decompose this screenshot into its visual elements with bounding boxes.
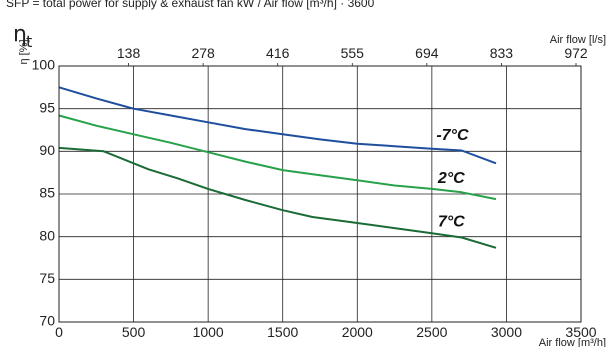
top-axis-label: Air flow [l/s]	[550, 34, 606, 46]
top-tick-label: 972	[564, 45, 588, 61]
y-symbol: η	[13, 22, 27, 47]
x-tick-label: 0	[55, 324, 63, 340]
series-line-1	[58, 114, 497, 201]
x-tick-label: 1000	[193, 324, 224, 340]
x-tick-label: 500	[122, 324, 146, 340]
y-tick-label: 90	[39, 142, 55, 158]
series-lines	[58, 86, 497, 249]
gridlines	[59, 63, 581, 323]
x-tick-label: 1500	[267, 324, 298, 340]
y-tick-label: 80	[39, 227, 55, 243]
x-axis-label: Air flow [m³/h]	[539, 337, 606, 347]
y-axis-label: η [%]	[18, 39, 30, 64]
y-tick-label: 100	[32, 57, 56, 73]
series-annotation: 7°C	[438, 213, 465, 230]
top-tick-label: 555	[341, 45, 365, 61]
x-tick-label: 2500	[416, 324, 447, 340]
series-line-0	[58, 86, 497, 165]
top-tick-label: 416	[266, 45, 290, 61]
series-line-2	[58, 146, 497, 249]
top-tick-label: 833	[490, 45, 514, 61]
x-tick-label: 3000	[491, 324, 522, 340]
top-tick-label: 694	[415, 45, 439, 61]
y-tick-label: 95	[39, 99, 55, 115]
series-annotation: -7°C	[436, 127, 469, 144]
top-tick-label: 278	[191, 45, 215, 61]
series-annotations: -7°C 2°C 7°C	[436, 127, 469, 230]
x-tick-label: 2000	[342, 324, 373, 340]
y-symbol-subscript: t	[26, 32, 32, 51]
y-tick-label: 85	[39, 185, 55, 201]
y-tick-label: 70	[39, 313, 55, 329]
top-tick-label: 138	[117, 45, 141, 61]
series-annotation: 2°C	[437, 170, 465, 187]
x-tick-label: 3500	[565, 324, 596, 340]
chart-caption: SFP = total power for supply & exhaust f…	[6, 0, 375, 10]
y-tick-label: 75	[39, 270, 55, 286]
plot-frame	[58, 65, 582, 323]
